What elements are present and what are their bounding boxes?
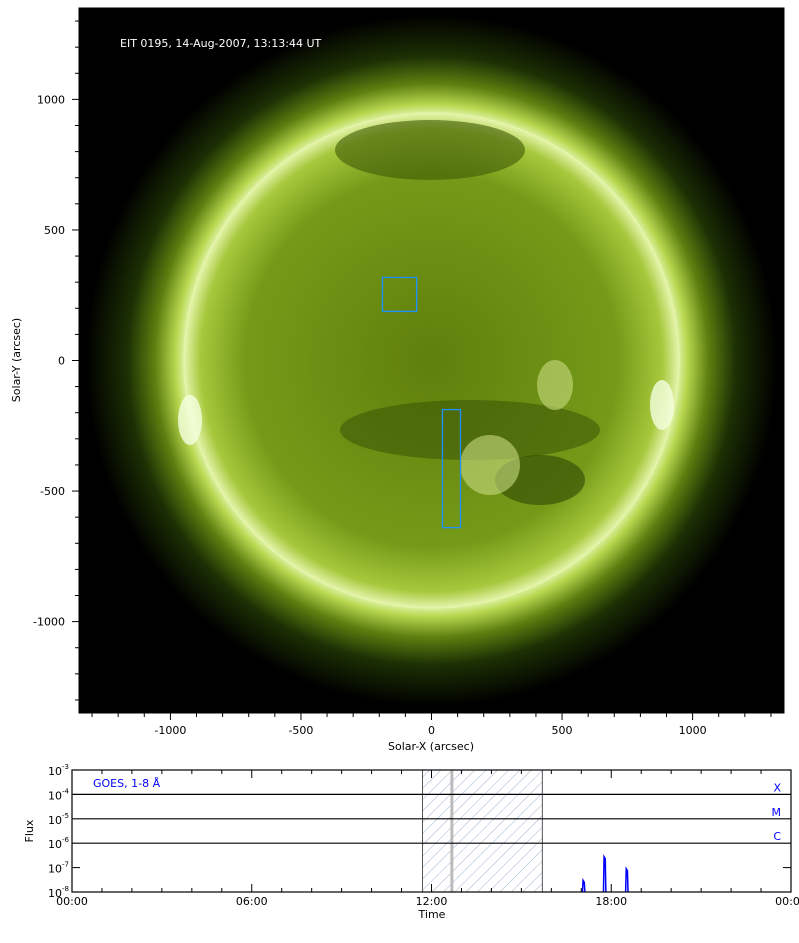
goes-flux-curve [581,854,629,893]
x-tick-label: -500 [288,724,313,737]
flare-class-label: M [772,806,782,819]
x-axis-label: Time [418,908,446,921]
y-tick-label: 10-5 [48,812,69,827]
x-tick-label: 0 [428,724,435,737]
active-region [537,360,573,410]
y-tick-label: 10-8 [48,885,69,900]
x-tick-label: 1000 [679,724,707,737]
flare-class-label: C [773,830,781,843]
region-box [381,276,418,313]
y-axis-label: Solar-Y (arcsec) [10,318,23,402]
x-tick-label: 12:00 [416,895,448,908]
y-tick-label: 10-4 [48,787,70,802]
limb-bright-east [178,395,202,445]
goes-plot: XMC 00:00 06:00 12:00 18:00 00:00 10-3 10-4 10-… [23,763,799,921]
y-tick-label: -1000 [33,616,65,629]
flare-class-label: X [773,781,781,794]
image-title: EIT 0195, 14-Aug-2007, 13:13:44 UT [120,37,322,50]
shaded-interval [422,769,543,893]
y-tick-label: 500 [44,224,65,237]
y-axis-label: Flux [23,819,36,842]
coronal-hole-north [335,120,525,180]
solar-disk [183,112,680,609]
y-tick-label: -500 [40,485,65,498]
y-tick-label: 0 [58,355,65,368]
active-region [460,435,520,495]
x-axis-label: Solar-X (arcsec) [388,740,474,753]
x-tick-label: 00:00 [775,895,799,908]
limb-bright-west [650,380,674,430]
x-tick-label: 18:00 [595,895,627,908]
x-tick-label: 500 [552,724,573,737]
x-tick-label: -1000 [154,724,186,737]
eit-image-panel: EIT 0195, 14-Aug-2007, 13:13:44 UT -1000… [10,7,785,753]
region-box [441,408,462,529]
x-tick-label: 00:00 [56,895,88,908]
x-tick-label: 06:00 [236,895,268,908]
y-tick-label: 10-6 [48,836,70,851]
y-tick-label: 10-3 [48,763,69,778]
plot-frame [71,769,792,893]
y-tick-label: 1000 [37,93,65,106]
coronal-hole-center [340,400,600,460]
legend-label: GOES, 1-8 Å [93,777,161,790]
image-time-marker [450,770,454,892]
y-tick-label: 10-7 [48,861,69,876]
